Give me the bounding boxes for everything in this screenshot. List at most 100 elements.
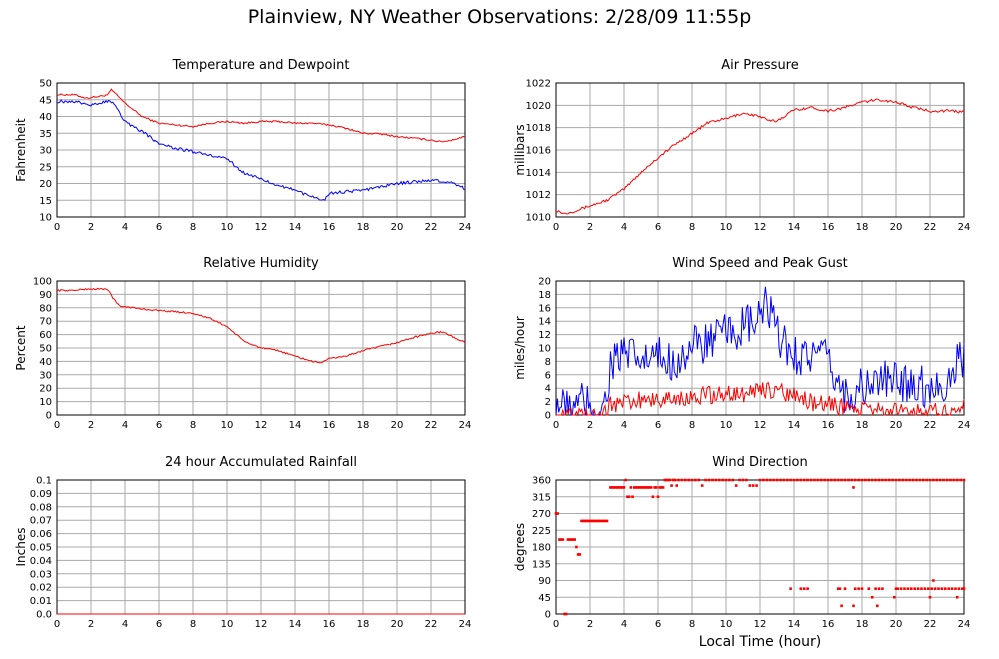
y-tick-label: 180: [532, 543, 551, 554]
x-tick-label: 18: [357, 619, 370, 630]
x-tick-label: 24: [459, 222, 472, 233]
data-point: [690, 478, 694, 482]
data-point: [631, 495, 634, 499]
data-point: [571, 538, 575, 541]
data-point: [612, 486, 616, 489]
data-point: [580, 519, 583, 523]
x-tick-label: 6: [655, 420, 661, 431]
y-tick-label: 6: [545, 370, 551, 381]
x-tick-label: 12: [255, 222, 268, 233]
data-point: [644, 486, 648, 489]
y-tick-label: 0.02: [30, 583, 52, 594]
data-point: [578, 553, 582, 556]
data-point: [903, 587, 906, 590]
y-tick-label: 40: [39, 357, 52, 368]
data-point: [609, 486, 612, 489]
x-tick-label: 18: [856, 222, 869, 233]
x-tick-label: 22: [924, 222, 937, 233]
x-tick-label: 12: [754, 222, 767, 233]
x-tick-label: 14: [289, 222, 302, 233]
data-point: [870, 595, 874, 599]
data-point: [627, 495, 631, 499]
x-tick-label: 0: [553, 222, 559, 233]
x-axis-label: Local Time (hour): [698, 634, 822, 650]
data-point: [775, 478, 779, 482]
y-tick-label: 80: [39, 303, 52, 314]
y-tick-label: 40: [39, 112, 52, 123]
data-point: [558, 538, 561, 541]
x-tick-label: 10: [221, 420, 234, 431]
data-point: [738, 478, 741, 482]
x-tick-label: 2: [587, 222, 593, 233]
data-point: [614, 486, 617, 489]
y-tick-label: 0.04: [30, 556, 52, 567]
data-point: [592, 519, 595, 523]
data-point: [700, 484, 704, 487]
data-point: [634, 486, 638, 489]
data-point: [600, 519, 604, 523]
data-point: [661, 486, 665, 489]
data-point: [877, 478, 881, 482]
data-point: [636, 486, 639, 489]
x-tick-label: 22: [425, 619, 438, 630]
x-tick-label: 6: [156, 420, 162, 431]
y-tick-label: 4: [545, 384, 551, 395]
y-tick-label: 70: [39, 317, 52, 328]
x-tick-label: 4: [621, 619, 627, 630]
data-point: [911, 478, 915, 482]
y-tick-label: 16: [538, 303, 551, 314]
data-point: [850, 478, 854, 482]
x-tick-label: 18: [856, 420, 869, 431]
data-point: [585, 519, 588, 523]
data-point: [748, 484, 752, 487]
y-tick-label: 0: [545, 610, 551, 621]
x-tick-label: 12: [255, 619, 268, 630]
data-point: [615, 486, 619, 489]
x-tick-label: 14: [788, 222, 801, 233]
data-point: [782, 478, 786, 482]
data-point: [813, 478, 816, 482]
y-tick-label: 135: [532, 559, 551, 570]
series-line: [555, 98, 965, 215]
x-tick-label: 10: [720, 222, 733, 233]
data-point: [789, 587, 792, 590]
data-point: [588, 519, 592, 523]
data-point: [853, 587, 857, 590]
x-tick-label: 18: [856, 619, 869, 630]
data-point: [899, 587, 903, 590]
x-tick-label: 12: [754, 619, 767, 630]
y-tick-label: 100: [33, 277, 52, 288]
data-point: [957, 587, 961, 590]
data-point: [877, 587, 881, 590]
data-point: [927, 587, 930, 590]
data-point: [626, 495, 629, 499]
series-line: [56, 99, 466, 201]
x-tick-label: 0: [553, 420, 559, 431]
y-tick-label: 10: [39, 213, 52, 224]
data-point: [622, 486, 626, 489]
x-tick-label: 2: [88, 222, 94, 233]
data-point: [893, 595, 896, 599]
x-tick-label: 14: [289, 420, 302, 431]
x-tick-label: 8: [689, 222, 695, 233]
y-tick-label: 20: [39, 179, 52, 190]
y-tick-label: 90: [39, 290, 52, 301]
data-point: [796, 478, 799, 482]
chart-title: Relative Humidity: [203, 256, 319, 271]
data-point: [894, 478, 898, 482]
data-point: [928, 595, 932, 599]
data-point: [604, 519, 607, 523]
data-point: [707, 478, 711, 482]
data-point: [908, 478, 911, 482]
data-point: [670, 484, 673, 487]
x-tick-label: 8: [689, 619, 695, 630]
data-point: [617, 486, 621, 489]
x-tick-label: 16: [822, 222, 835, 233]
data-point: [621, 486, 624, 489]
data-point: [840, 604, 843, 608]
data-point: [641, 486, 644, 489]
data-point: [605, 519, 609, 523]
y-axis-label: Inches: [14, 528, 28, 567]
series-line: [56, 287, 466, 364]
